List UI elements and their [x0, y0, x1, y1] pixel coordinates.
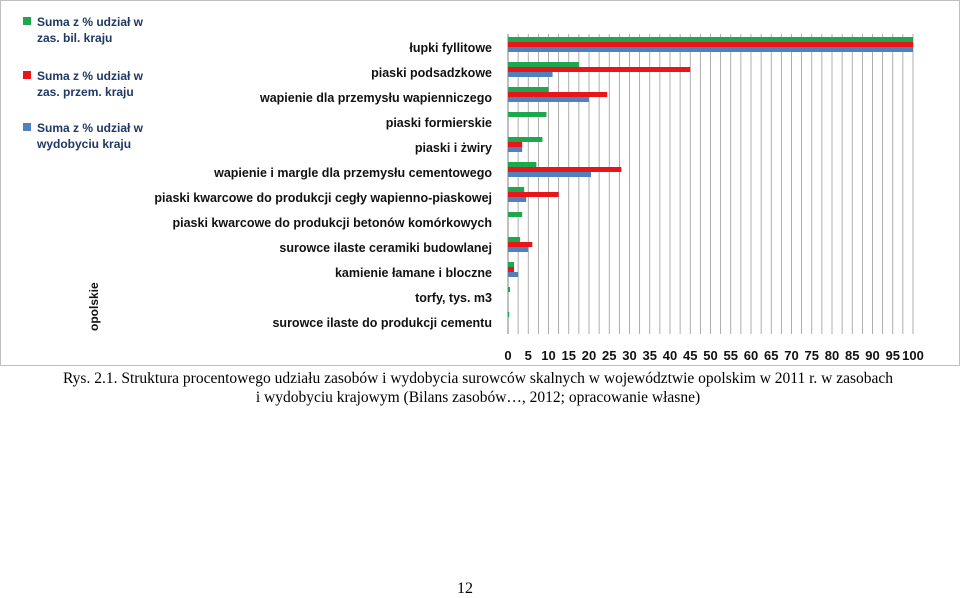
- category-label: piaski formierskie: [386, 116, 492, 130]
- legend-label: wydobyciu kraju: [36, 137, 131, 151]
- x-tick-label: 35: [643, 348, 657, 363]
- bar: [508, 62, 579, 67]
- bar: [508, 147, 523, 152]
- x-tick-label: 50: [703, 348, 717, 363]
- x-tick-label: 5: [525, 348, 532, 363]
- bar: [508, 87, 549, 92]
- x-tick-label: 55: [724, 348, 738, 363]
- figure-caption: Rys. 2.1. Struktura procentowego udziału…: [10, 369, 946, 407]
- bar: [508, 72, 553, 77]
- caption-line-1: Rys. 2.1. Struktura procentowego udziału…: [62, 370, 894, 387]
- x-tick-label: 90: [865, 348, 879, 363]
- bar: [508, 267, 515, 272]
- x-tick-label: 15: [562, 348, 576, 363]
- bar: [508, 67, 691, 72]
- legend-label: Suma z % udział w: [37, 15, 144, 29]
- category-label: piaski podsadzkowe: [371, 66, 492, 80]
- bar: [508, 237, 521, 242]
- bar: [508, 42, 913, 47]
- bar: [508, 37, 913, 42]
- category-label: piaski kwarcowe do produkcji cegły wapie…: [154, 191, 492, 205]
- bar: [508, 287, 511, 292]
- bar: [508, 262, 515, 267]
- category-label: torfy, tys. m3: [415, 291, 492, 305]
- legend-label: Suma z % udział w: [37, 121, 144, 135]
- legend-label: Suma z % udział w: [37, 69, 144, 83]
- x-tick-label: 45: [683, 348, 697, 363]
- x-tick-label: 60: [744, 348, 758, 363]
- x-tick-label: 70: [784, 348, 798, 363]
- x-tick-label: 25: [602, 348, 616, 363]
- legend-label: zas. bil. kraju: [37, 31, 112, 45]
- category-label: piaski kwarcowe do produkcji betonów kom…: [172, 216, 492, 230]
- category-label: surowce ilaste ceramiki budowlanej: [279, 241, 492, 255]
- x-tick-label: 10: [541, 348, 555, 363]
- bar: [508, 162, 537, 167]
- chart-frame: łupki fyllitowe piaski podsadzkowe wapieni…: [0, 0, 960, 366]
- legend-label: zas. przem. kraju: [37, 85, 134, 99]
- bar: [508, 167, 622, 172]
- bar: [508, 212, 523, 217]
- bar: [508, 187, 525, 192]
- bar: [508, 242, 533, 247]
- bar: [508, 142, 523, 147]
- bar-chart: łupki fyllitowe piaski podsadzkowe wapieni…: [23, 15, 924, 363]
- x-tick-label: 100: [902, 348, 924, 363]
- x-tick-label: 95: [886, 348, 900, 363]
- bar: [508, 92, 608, 97]
- x-tick-label: 65: [764, 348, 778, 363]
- category-label: wapienie i margle dla przemysłu cementow…: [213, 166, 492, 180]
- bar: [508, 197, 527, 202]
- legend-swatch: [23, 17, 31, 25]
- x-tick-label: 75: [805, 348, 819, 363]
- page-number: 12: [457, 580, 473, 597]
- bar: [508, 312, 510, 317]
- x-tick-label: 85: [845, 348, 859, 363]
- category-label: kamienie łamane i bloczne: [335, 266, 492, 280]
- x-tick-label: 40: [663, 348, 677, 363]
- x-tick-label: 20: [582, 348, 596, 363]
- bar: [508, 112, 547, 117]
- bar: [508, 97, 589, 102]
- bar: [508, 47, 913, 52]
- legend-swatch: [23, 123, 31, 131]
- bar: [508, 137, 543, 142]
- bar: [508, 247, 529, 252]
- bar: [508, 172, 592, 177]
- x-tick-label: 80: [825, 348, 839, 363]
- caption-line-2: i wydobyciu krajowym (Bilans zasobów…, 2…: [255, 389, 701, 406]
- side-label: opolskie: [87, 282, 101, 331]
- category-label: wapienie dla przemysłu wapienniczego: [259, 91, 492, 105]
- bar: [508, 192, 559, 197]
- category-label: surowce ilaste do produkcji cementu: [272, 316, 492, 330]
- category-label: piaski i żwiry: [415, 141, 492, 155]
- bar: [508, 272, 519, 277]
- category-label: łupki fyllitowe: [409, 41, 492, 55]
- legend-swatch: [23, 71, 31, 79]
- x-tick-label: 30: [622, 348, 636, 363]
- x-tick-label: 0: [504, 348, 511, 363]
